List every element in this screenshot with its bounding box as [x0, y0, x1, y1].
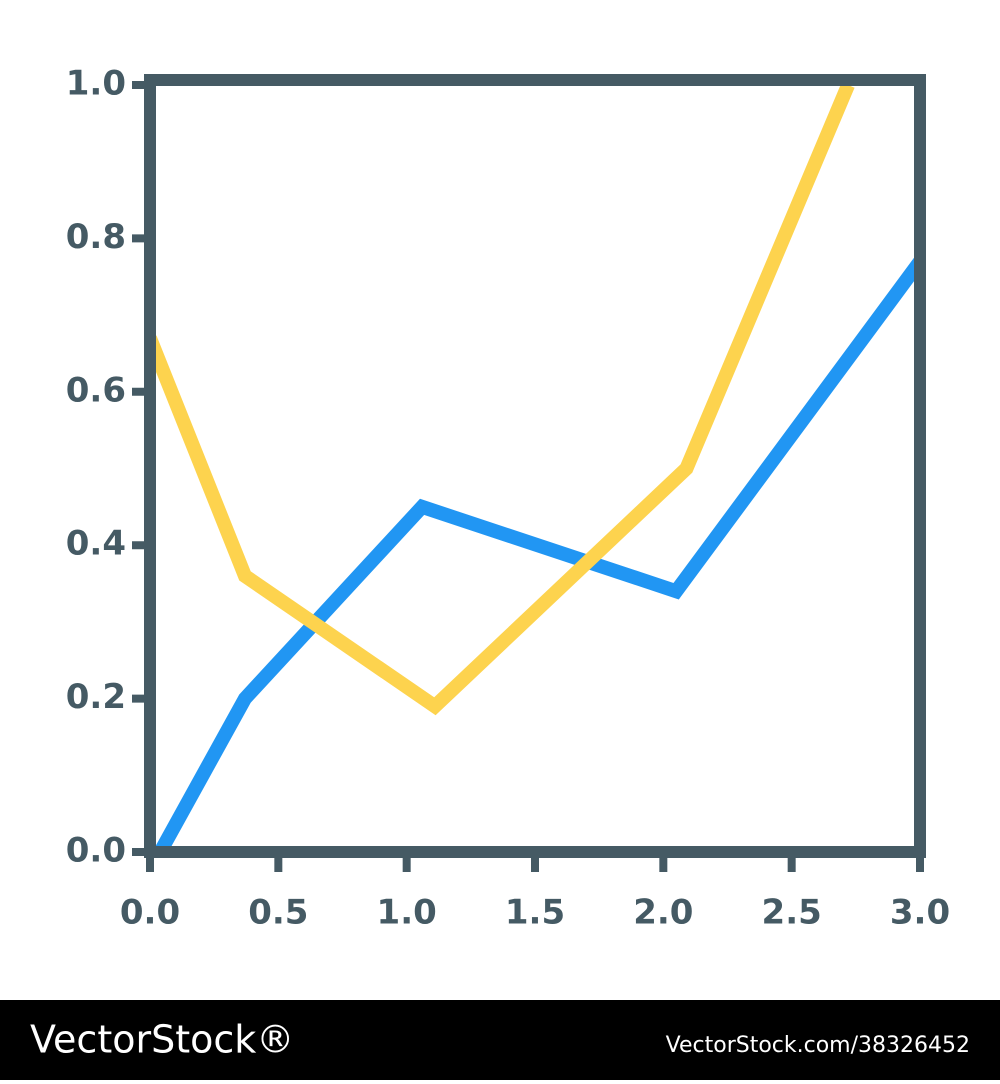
plot-frame: [144, 74, 926, 858]
plot-lines: [150, 82, 920, 852]
y-tick-label: 0.6: [66, 370, 126, 410]
y-tick-label: 0.0: [66, 831, 126, 871]
x-tick-label: 3.0: [890, 893, 950, 933]
x-tick-label: 1.0: [377, 893, 437, 933]
data-line: [154, 257, 920, 852]
watermark-bar: [0, 1000, 1000, 1080]
watermark-brand: VectorStock®: [30, 1018, 294, 1062]
x-tick-label: 0.0: [120, 893, 180, 933]
y-tick-label: 0.2: [66, 677, 126, 717]
y-tick-label: 1.0: [66, 64, 126, 104]
y-tick-label: 0.4: [66, 524, 126, 564]
data-line: [150, 82, 855, 716]
x-tick-label: 2.5: [762, 893, 822, 933]
x-tick-label: 0.5: [248, 893, 308, 933]
x-tick-label: 1.5: [505, 893, 565, 933]
y-tick-label: 0.8: [66, 217, 126, 257]
x-tick-label: 2.0: [633, 893, 693, 933]
watermark-id: VectorStock.com/38326452: [666, 1033, 970, 1058]
